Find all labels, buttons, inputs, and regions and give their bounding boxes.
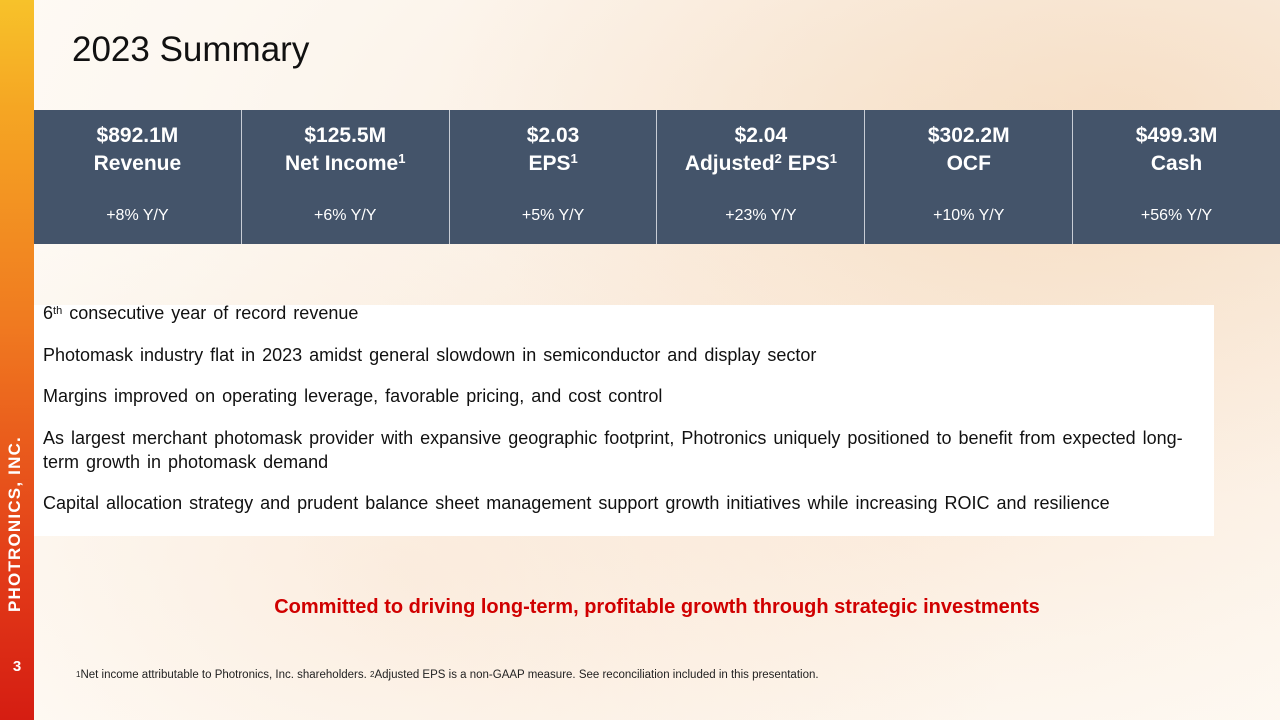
footnote: 1Net income attributable to Photronics, … — [76, 669, 819, 681]
brand-sidebar: PHOTRONICS, INC. 3 — [0, 0, 34, 720]
metric-ocf: $302.2M OCF +10% Y/Y — [864, 110, 1072, 244]
tagline: Committed to driving long-term, profitab… — [274, 596, 1040, 618]
metric-value: $125.5M — [304, 124, 387, 147]
metric-eps: $2.03 EPS1 +5% Y/Y — [448, 110, 657, 244]
metric-change: +56% Y/Y — [1140, 207, 1213, 224]
metric-revenue: $892.1M Revenue +8% Y/Y — [34, 110, 241, 244]
metric-label: Adjusted2 EPS1 — [684, 151, 837, 175]
metric-value: $2.04 — [734, 124, 788, 147]
metric-net-income: $125.5M Net Income1 +6% Y/Y — [240, 110, 449, 244]
metrics-band: $892.1M Revenue +8% Y/Y $125.5M Net Inco… — [34, 110, 1280, 244]
highlight-item: Photomask industry flat in 2023 amidst g… — [43, 344, 817, 365]
highlights-box: 6th consecutive year of record revenue P… — [34, 303, 1214, 536]
highlight-item: 6th consecutive year of record revenue — [43, 303, 359, 323]
metric-label: Revenue — [93, 152, 182, 175]
metric-cash: $499.3M Cash +56% Y/Y — [1072, 110, 1280, 244]
highlight-item: As largest merchant photomask provider w… — [43, 427, 1183, 472]
brand-name: PHOTRONICS, INC. — [5, 436, 24, 612]
metric-value: $499.3M — [1135, 124, 1218, 147]
metric-change: +10% Y/Y — [933, 207, 1005, 224]
highlight-item: Margins improved on operating leverage, … — [43, 386, 663, 406]
metric-label: EPS1 — [528, 151, 578, 175]
metric-label: Cash — [1150, 152, 1203, 175]
metric-change: +23% Y/Y — [725, 207, 797, 224]
page-title: 2023 Summary — [72, 30, 310, 69]
highlight-item: Capital allocation strategy and prudent … — [43, 493, 1110, 513]
metric-adjusted-eps: $2.04 Adjusted2 EPS1 +23% Y/Y — [656, 110, 864, 244]
metric-value: $2.03 — [526, 124, 580, 147]
metric-change: +6% Y/Y — [314, 207, 377, 224]
metric-label: Net Income1 — [285, 151, 406, 175]
metric-change: +8% Y/Y — [106, 207, 169, 224]
metric-label: OCF — [946, 152, 991, 175]
metric-value: $302.2M — [927, 124, 1010, 147]
metric-change: +5% Y/Y — [521, 207, 585, 224]
metric-value: $892.1M — [96, 124, 179, 147]
page-number: 3 — [12, 658, 22, 675]
